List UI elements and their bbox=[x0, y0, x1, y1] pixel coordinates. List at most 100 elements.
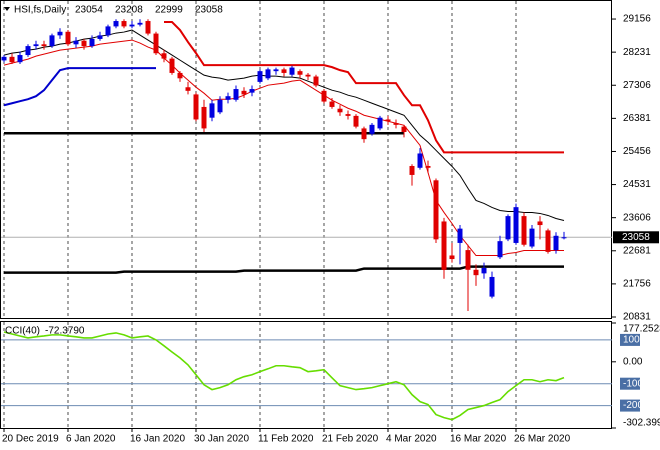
candle-body bbox=[457, 228, 463, 243]
candle-body bbox=[385, 119, 391, 122]
candle-body bbox=[281, 69, 287, 73]
candle-body bbox=[81, 40, 87, 47]
candle-body bbox=[329, 101, 335, 107]
candle-body bbox=[121, 21, 127, 27]
y-tick-label: -302.399 bbox=[623, 418, 660, 429]
x-tick-label: 16 Jan 2020 bbox=[130, 434, 185, 445]
indicator-line bbox=[4, 265, 564, 274]
candle-body bbox=[25, 46, 31, 56]
candle-body bbox=[409, 165, 415, 175]
chart-title: HSI,fs,Daily bbox=[14, 5, 66, 16]
cci-panel-frame bbox=[0, 321, 612, 429]
candle-body bbox=[257, 71, 263, 82]
candle-body bbox=[513, 207, 519, 243]
candle-body bbox=[209, 103, 215, 118]
candle-body bbox=[441, 221, 447, 270]
candle-body bbox=[33, 44, 39, 47]
candle-body bbox=[65, 31, 71, 45]
candle-body bbox=[401, 126, 407, 132]
y-tick-label: 25456 bbox=[623, 146, 651, 157]
candle-body bbox=[249, 89, 255, 93]
x-tick-label: 30 Jan 2020 bbox=[194, 434, 249, 445]
x-tick-label: 16 Mar 2020 bbox=[450, 434, 507, 445]
candle-body bbox=[433, 180, 439, 240]
y-tick-label: 20831 bbox=[623, 312, 651, 323]
candle-body bbox=[369, 124, 375, 134]
candle-body bbox=[161, 53, 167, 59]
candle-body bbox=[361, 128, 367, 140]
candle-body bbox=[537, 221, 543, 226]
candle-body bbox=[41, 44, 47, 47]
cci-value: -72.3790 bbox=[45, 326, 85, 337]
collapse-icon bbox=[4, 7, 10, 11]
y-tick-label: -100 bbox=[623, 378, 643, 389]
indicator-line bbox=[3, 39, 564, 257]
level-label-box bbox=[620, 333, 640, 346]
candle-body bbox=[353, 115, 359, 127]
candle-body bbox=[225, 96, 231, 100]
main-panel-frame bbox=[0, 0, 612, 319]
candle-body bbox=[217, 99, 223, 113]
candle-body bbox=[177, 72, 183, 79]
candle-body bbox=[377, 117, 383, 129]
candle-body bbox=[545, 230, 551, 252]
candle-body bbox=[265, 69, 271, 79]
y-tick-label: 24531 bbox=[623, 179, 651, 190]
indicator-line bbox=[3, 29, 565, 221]
y-tick-label: 177.2523 bbox=[623, 324, 660, 335]
y-tick-label: 23606 bbox=[623, 212, 651, 223]
candle-body bbox=[49, 35, 55, 47]
candle-body bbox=[273, 69, 279, 72]
candle-body bbox=[153, 33, 159, 54]
candle-body bbox=[129, 24, 135, 27]
candle-body bbox=[425, 165, 431, 168]
y-tick-label: 27306 bbox=[623, 80, 651, 91]
y-tick-label: 21756 bbox=[623, 279, 651, 290]
candle-body bbox=[497, 241, 503, 258]
candle-body bbox=[97, 35, 103, 39]
y-tick-label: 22681 bbox=[623, 245, 651, 256]
candle-body bbox=[473, 269, 479, 276]
candle-body bbox=[289, 67, 295, 75]
candle-body bbox=[505, 216, 511, 240]
x-tick-label: 20 Dec 2019 bbox=[2, 434, 59, 445]
level-label-box bbox=[620, 377, 640, 390]
candle-body bbox=[561, 237, 567, 239]
x-tick-label: 11 Feb 2020 bbox=[258, 434, 314, 445]
x-tick-label: 21 Feb 2020 bbox=[322, 434, 379, 445]
candle-body bbox=[521, 216, 527, 245]
candle-body bbox=[417, 153, 423, 168]
candle-body bbox=[57, 31, 63, 36]
y-tick-label: 26381 bbox=[623, 113, 651, 124]
header-high: 23208 bbox=[115, 5, 143, 16]
candle-body bbox=[233, 89, 239, 100]
candle-body bbox=[201, 106, 207, 129]
price-box-label: 23058 bbox=[622, 232, 650, 243]
candle-body bbox=[297, 71, 303, 75]
candle-body bbox=[241, 90, 247, 95]
candle-body bbox=[489, 276, 495, 297]
candle-body bbox=[137, 22, 143, 25]
y-tick-label: -200 bbox=[623, 400, 643, 411]
candle-body bbox=[1, 56, 7, 61]
candle-body bbox=[185, 87, 191, 91]
header-close: 23058 bbox=[195, 5, 223, 16]
indicator-line bbox=[3, 67, 156, 107]
candle-body bbox=[113, 21, 119, 27]
candle-body bbox=[449, 255, 455, 260]
level-label-box bbox=[620, 399, 640, 412]
candle-body bbox=[481, 267, 487, 274]
price-box bbox=[613, 231, 659, 244]
candle-body bbox=[393, 123, 399, 125]
x-tick-label: 4 Mar 2020 bbox=[386, 434, 437, 445]
candle-body bbox=[465, 250, 471, 270]
indicator-line bbox=[164, 21, 564, 154]
x-tick-label: 6 Jan 2020 bbox=[66, 434, 116, 445]
x-tick-label: 26 Mar 2020 bbox=[514, 434, 571, 445]
y-tick-label: 0.00 bbox=[623, 356, 643, 367]
candle-body bbox=[553, 235, 559, 251]
candle-body bbox=[145, 21, 151, 34]
y-tick-label: 29156 bbox=[623, 14, 651, 25]
